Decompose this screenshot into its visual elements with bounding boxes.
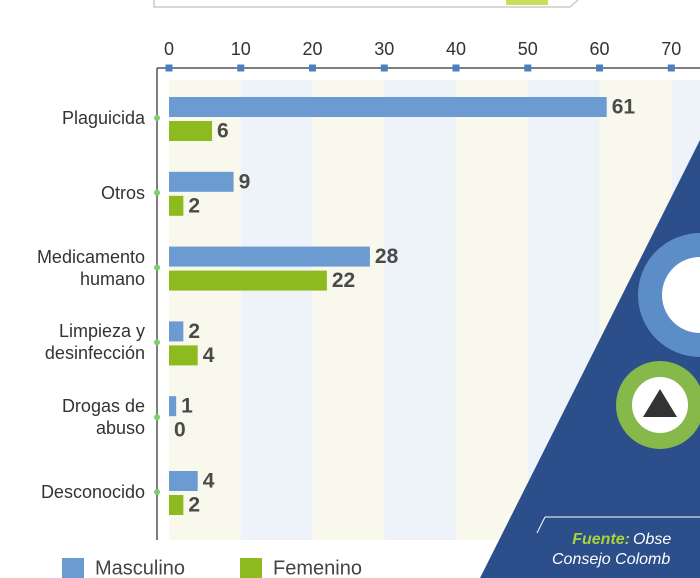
category-label: Otros: [100, 182, 145, 203]
category-dot: [154, 414, 160, 421]
bar: [169, 396, 177, 417]
value-label: 28: [375, 245, 399, 268]
category-dot: [154, 339, 160, 346]
value-label: 0: [174, 419, 186, 442]
x-tick-label: 60: [590, 39, 610, 59]
bar: [169, 471, 198, 491]
source-rule: [536, 516, 700, 534]
tick-mark: [524, 64, 532, 72]
value-label: 4: [203, 344, 215, 367]
bar: [169, 171, 234, 192]
bar: [169, 345, 198, 366]
source-text: Consejo Colomb: [552, 551, 670, 568]
bar: [169, 97, 607, 117]
x-tick-label: 50: [518, 39, 538, 59]
decor-triangle: [480, 140, 700, 578]
category-dot: [154, 489, 160, 495]
value-label: 61: [612, 96, 636, 119]
top-frame: [153, 0, 579, 8]
tick-mark: [380, 64, 388, 72]
category-label: Medicamento humano: [36, 246, 145, 289]
tick-mark: [452, 64, 460, 72]
category-label: Desconocido: [40, 482, 145, 502]
top-accent: [506, 0, 548, 5]
bar: [169, 321, 184, 342]
value-label: 4: [203, 470, 215, 493]
category-dot: [154, 115, 160, 121]
x-tick-label: 40: [446, 39, 466, 59]
category-dot: [154, 189, 160, 196]
tick-mark: [165, 64, 173, 72]
tick-mark: [667, 64, 675, 72]
value-label: 2: [188, 194, 200, 217]
x-tick-label: 70: [661, 39, 681, 59]
tick-mark: [309, 64, 317, 72]
x-tick-label: 30: [374, 39, 394, 59]
grid-band: [312, 80, 385, 540]
bar: [169, 121, 213, 141]
value-label: 1: [181, 395, 193, 418]
grid-band: [240, 80, 313, 540]
bar: [169, 246, 370, 267]
legend-swatch: [62, 558, 84, 578]
grid-band: [169, 80, 241, 540]
bar: [169, 270, 327, 291]
decor-gear-blue: [638, 233, 700, 357]
x-tick-label: 0: [164, 39, 174, 59]
category-label: Drogas de abuso: [61, 396, 145, 439]
legend-label: Femenino: [273, 557, 362, 578]
category-dot: [154, 264, 160, 271]
grid-band: [456, 80, 528, 540]
legend-swatch: [240, 558, 262, 578]
value-label: 6: [217, 120, 229, 143]
value-label: 2: [188, 494, 200, 517]
source-label: Fuente:: [572, 531, 630, 548]
tick-mark: [237, 64, 245, 72]
x-tick-label: 10: [231, 39, 251, 59]
bar: [169, 495, 184, 515]
decor-gear-green: [616, 361, 700, 449]
value-label: 2: [188, 320, 200, 343]
category-label: Limpieza y desinfección: [44, 321, 145, 364]
grid-band: [384, 80, 457, 540]
category-label: Plaguicida: [61, 108, 145, 128]
x-tick-label: 20: [302, 39, 322, 59]
bar: [169, 195, 184, 216]
value-label: 9: [239, 170, 251, 193]
value-label: 22: [332, 269, 355, 292]
legend-label: Masculino: [95, 557, 185, 578]
tick-mark: [596, 64, 604, 72]
source-text: Obse: [633, 531, 671, 548]
